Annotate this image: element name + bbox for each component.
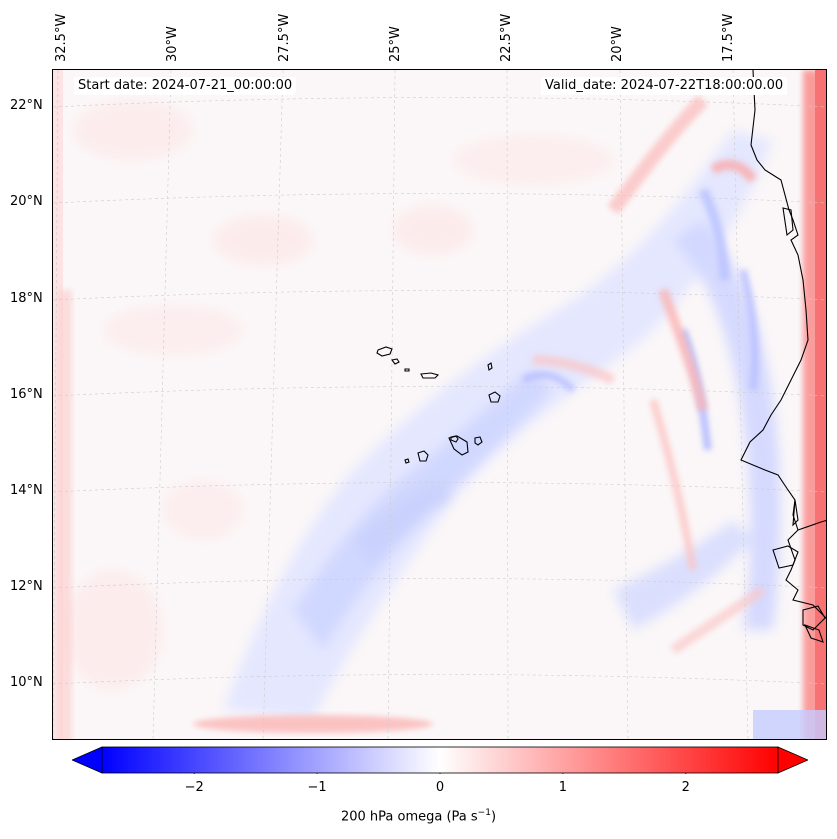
start-date-label: Start date: 2024-07-21_00:00:00 [74, 77, 297, 95]
lat-label-22n: 22°N [10, 98, 43, 113]
valid-date-label: Valid_date: 2024-07-22T18:00:00.00 [541, 77, 788, 95]
colorbar-label: 200 hPa omega (Pa s−1) [340, 808, 497, 825]
lon-label-17.5w: 17.5°W [721, 13, 736, 62]
lon-label-32.5w: 32.5°W [54, 13, 69, 62]
colorbar-ticks [193, 773, 687, 774]
colorbar-tick-0: 0 [435, 780, 445, 795]
lat-label-12n: 12°N [10, 579, 43, 594]
omega-map[interactable] [52, 69, 827, 740]
cape-verde-islands [376, 346, 501, 464]
lat-label-20n: 20°N [10, 194, 43, 209]
lat-label-10n: 10°N [10, 675, 43, 690]
lat-label-18n: 18°N [10, 291, 43, 306]
omega-field [53, 70, 826, 739]
lon-label-30w: 30°W [165, 26, 180, 62]
graticule [53, 70, 826, 739]
colorbar-tick-1: 1 [558, 780, 568, 795]
lon-label-20w: 20°W [610, 26, 625, 62]
colorbar-tick-2: 2 [681, 780, 690, 795]
colorbar-tick-neg2: −2 [184, 780, 204, 795]
lat-label-16n: 16°N [10, 387, 43, 402]
african-coastline [740, 70, 826, 643]
lon-label-22.5w: 22.5°W [499, 13, 514, 62]
colorbar-tick-neg1: −1 [307, 780, 327, 795]
lon-label-27.5w: 27.5°W [277, 13, 292, 62]
lon-label-25w: 25°W [388, 26, 403, 62]
omega-colorbar [72, 746, 808, 774]
lat-label-14n: 14°N [10, 483, 43, 498]
